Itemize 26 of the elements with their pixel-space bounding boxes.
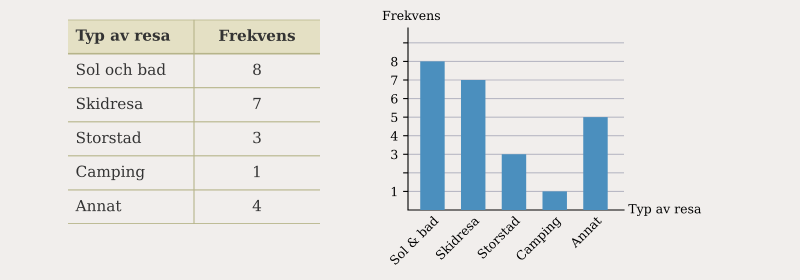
text: Storstad — [76, 131, 142, 144]
bar — [542, 191, 567, 210]
y-tick-label: 5 — [391, 112, 398, 122]
y-tick-label: 7 — [391, 76, 398, 85]
text: 4 — [252, 200, 262, 212]
text: 1 — [254, 166, 260, 178]
y-tick-label: 3 — [391, 150, 398, 160]
x-axis-title: Typ av resa — [628, 204, 702, 216]
text: Typ av resa — [76, 29, 170, 44]
text: Sol och bad — [76, 63, 166, 76]
y-axis-title: Frekvens — [382, 10, 440, 20]
text: 3 — [253, 132, 261, 144]
y-tick-label: 1 — [392, 186, 396, 196]
y-tick-label: 8 — [391, 56, 398, 66]
text: Camping — [76, 166, 145, 180]
bar — [460, 80, 486, 210]
y-tick-label: 6 — [391, 94, 398, 104]
text: Skidresa — [76, 97, 143, 110]
text: 7 — [253, 98, 261, 109]
text: Frekvens — [219, 29, 295, 42]
text: Annat — [75, 200, 122, 212]
text: 8 — [253, 64, 261, 76]
y-tick-label: 4 — [390, 131, 398, 140]
bar — [502, 154, 526, 210]
bar — [583, 117, 608, 210]
bar — [420, 61, 445, 210]
